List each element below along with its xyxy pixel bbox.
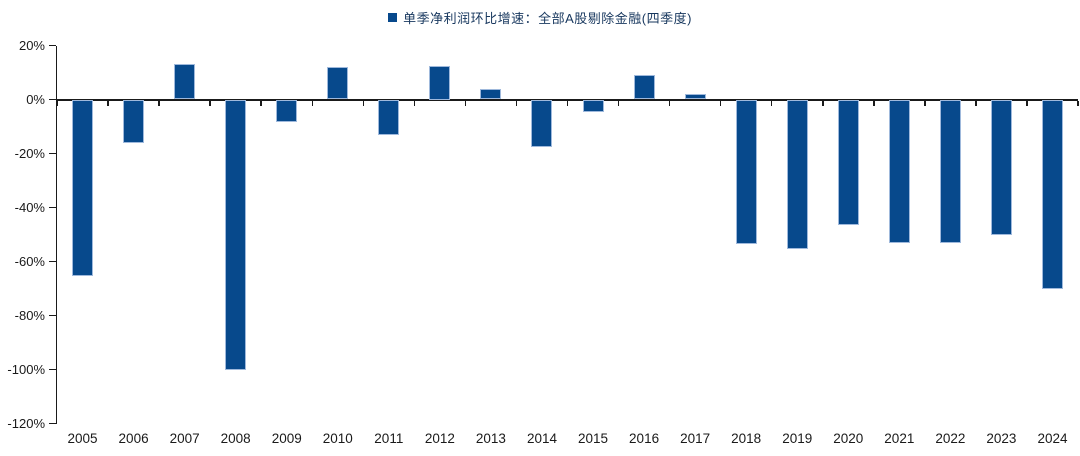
y-axis-tick — [48, 368, 56, 371]
x-tick-label: 2015 — [578, 431, 609, 446]
bar — [225, 99, 247, 370]
x-tick-label: 2013 — [475, 431, 506, 446]
x-axis-tick — [566, 100, 569, 106]
x-axis-line — [57, 98, 1078, 101]
x-axis-tick — [260, 100, 262, 106]
bar — [582, 99, 604, 112]
x-tick-label: 2010 — [322, 431, 353, 446]
legend: 单季净利润环比增速：全部A股剔除金融(四季度) — [0, 8, 1080, 27]
x-axis-tick — [668, 100, 671, 106]
x-axis-tick — [413, 100, 416, 106]
x-tick-label: 2020 — [833, 431, 864, 446]
x-tick-label: 2016 — [629, 431, 660, 446]
x-tick-label: 2011 — [374, 431, 404, 446]
y-tick-label: -80% — [14, 307, 45, 323]
x-axis-tick — [362, 100, 365, 106]
x-tick-label: 2021 — [884, 431, 915, 446]
y-tick-label: -120% — [7, 415, 45, 431]
x-axis-tick — [107, 100, 109, 106]
bar — [939, 99, 961, 243]
y-axis-tick — [48, 260, 56, 263]
y-tick-label: -20% — [14, 145, 45, 161]
x-tick-label: 2009 — [271, 431, 302, 446]
x-axis-tick — [617, 100, 620, 106]
y-axis-tick — [48, 44, 56, 47]
x-tick-label: 2005 — [67, 431, 98, 446]
x-axis-tick — [770, 100, 773, 106]
legend-marker-icon — [388, 13, 398, 22]
x-axis-tick — [975, 100, 977, 106]
x-axis-tick — [924, 100, 926, 106]
bar — [174, 64, 196, 100]
y-axis-line — [55, 45, 57, 424]
x-axis-tick — [822, 100, 824, 106]
x-axis-tick — [873, 100, 875, 106]
bar — [429, 65, 451, 100]
bar — [276, 99, 298, 123]
x-axis-tick — [515, 100, 518, 106]
x-tick-label: 2012 — [424, 431, 455, 446]
bar — [837, 99, 859, 226]
bar — [72, 99, 94, 277]
y-tick-label: -100% — [7, 361, 45, 377]
x-axis-tick — [719, 100, 722, 106]
y-axis-tick — [48, 98, 56, 101]
y-tick-label: 0% — [26, 91, 45, 107]
x-axis-tick — [1077, 100, 1079, 106]
legend-label: 单季净利润环比增速：全部A股剔除金融(四季度) — [403, 11, 692, 26]
bar — [990, 99, 1012, 235]
x-tick-label: 2023 — [986, 431, 1017, 446]
y-axis-tick — [48, 206, 56, 209]
bar — [786, 99, 808, 250]
bar — [633, 75, 655, 100]
x-tick-label: 2008 — [220, 431, 251, 446]
x-axis-tick — [311, 100, 313, 106]
y-axis-tick — [48, 422, 56, 425]
bar — [1041, 99, 1063, 289]
x-tick-label: 2018 — [731, 431, 762, 446]
bar — [888, 99, 910, 243]
bar — [735, 99, 757, 244]
y-tick-label: 20% — [18, 37, 45, 53]
x-tick-label: 2017 — [680, 431, 711, 446]
y-axis-tick — [48, 314, 56, 317]
x-axis-tick — [158, 100, 160, 106]
bar — [531, 99, 553, 147]
x-axis-tick — [209, 100, 211, 106]
x-axis-tick — [464, 100, 467, 106]
x-tick-label: 2019 — [782, 431, 813, 446]
bar — [123, 99, 145, 143]
y-tick-label: -40% — [14, 199, 45, 215]
x-tick-label: 2022 — [935, 431, 966, 446]
x-axis-tick — [1026, 100, 1028, 106]
x-tick-label: 2006 — [118, 431, 149, 446]
x-tick-label: 2007 — [169, 431, 200, 446]
y-tick-label: -60% — [14, 253, 45, 269]
bar — [378, 99, 400, 135]
x-axis-tick — [56, 100, 58, 106]
bar — [480, 88, 502, 100]
x-tick-label: 2014 — [526, 431, 557, 446]
bar — [684, 94, 706, 100]
bar — [327, 67, 349, 100]
x-tick-label: 2024 — [1037, 431, 1068, 446]
y-axis-tick — [48, 152, 56, 155]
